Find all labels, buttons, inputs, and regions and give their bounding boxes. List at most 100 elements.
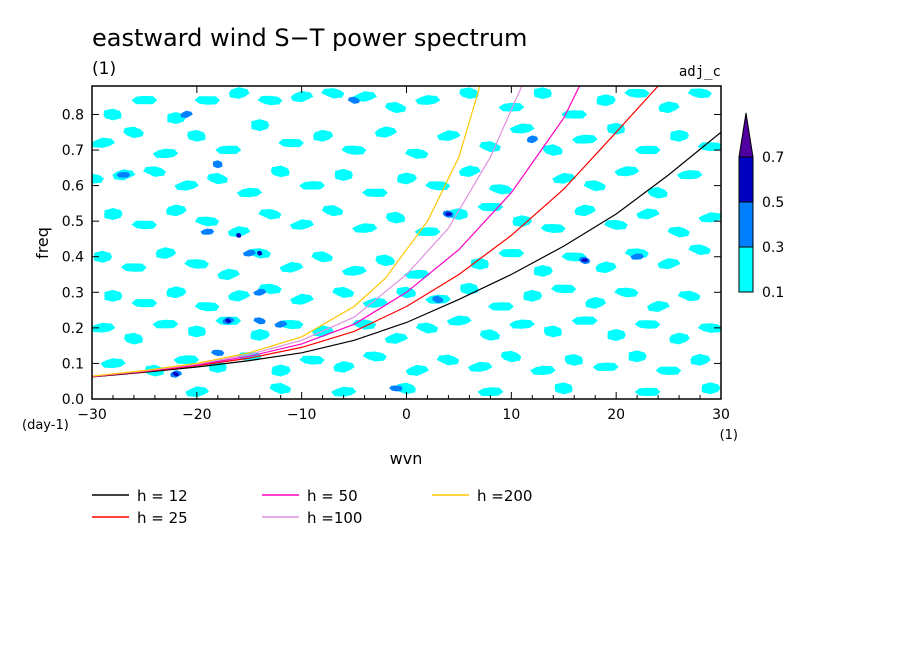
contour-patch [670,129,689,142]
contour-patch [185,386,210,398]
contour-patch [269,382,292,394]
contour-patch [194,96,220,105]
contour-patch [333,361,355,373]
contour-patch [416,322,439,334]
contour-patch [289,219,315,230]
contour-patch [550,284,577,294]
x-tick-label: −20 [182,407,212,423]
contour-patch [352,91,377,102]
contour-patch [581,258,589,262]
contour-patch [460,282,479,295]
contour-patch [174,180,199,191]
contour-patch [444,212,452,216]
y-tick-label: 0.3 [62,285,84,301]
contour-patch [131,299,158,308]
contour-patch [187,129,206,142]
contour-patch [228,290,251,302]
contour-patch [242,249,256,257]
y-tick-label: 0.8 [62,107,84,123]
contour-patch [124,332,143,345]
contour-patch [658,101,680,114]
contour-patch [530,365,556,375]
contour-patch [533,265,553,277]
y-axis-ticks: 0.0 0.1 0.2 0.3 0.4 0.5 0.6 0.7 0.8 [62,107,721,408]
contour-patch [687,88,712,99]
contour-patch [477,387,504,397]
contour-patch [498,102,525,112]
contour-patch [375,254,395,267]
contour-patch [236,187,263,198]
contour-patch [155,247,176,259]
contour-patch [92,173,104,184]
contour-patch [104,208,123,220]
contour-patch [655,366,682,375]
contour-patch [152,148,179,159]
contour-patch [116,172,131,178]
contour-patch [121,263,147,272]
contour-patch [636,208,660,220]
y-axis-units: (day-1) [22,418,69,433]
contour-patch [253,288,267,296]
contour-patch [479,329,500,341]
contour-patch [583,180,606,192]
chart-units: (1) [92,59,116,79]
contour-patch [299,181,326,190]
contour-patch [311,251,333,263]
contour-patch [396,382,416,395]
contour-patch [270,165,290,178]
contour-patch [488,184,513,195]
contour-patch [321,88,345,99]
contour-patch [290,90,314,103]
contour-patch [123,126,144,139]
x-axis-ticks: −30 −20 −10 0 10 20 30 [77,86,730,423]
contour-patch [227,226,251,238]
contour-patch [332,286,355,298]
contour-patch [487,302,514,311]
contour-patch [564,354,583,366]
contour-patch [634,145,661,155]
colorbar: 0.1 0.3 0.5 0.7 [738,112,784,301]
contour-patch [404,269,430,279]
contour-patch [596,94,616,107]
contour-patch [347,96,360,104]
contour-patch [603,219,628,230]
contour-patch [701,382,721,395]
legend-label: h =200 [477,487,532,505]
contour-patch [574,204,596,217]
contour-patch [278,139,304,148]
contour-patch [459,87,479,99]
contour-patch [258,209,282,220]
contour-patch [250,329,270,341]
contour-patch [571,134,598,144]
contour-patch [697,323,721,333]
legend-label: h =100 [307,509,362,527]
colorbar-box [738,246,754,293]
contour-patch [322,205,344,217]
contour-patch [131,95,158,105]
contour-patch [331,386,357,397]
contour-patch [299,355,325,365]
contour-patch [540,224,566,233]
contour-patch [628,350,647,363]
contour-patch [184,259,209,269]
contour-patch [166,286,187,299]
contour-patch [509,319,535,329]
contour-patch [647,187,668,199]
contour-patch [634,320,661,329]
contour-patch [676,170,703,180]
contour-patch [647,300,670,312]
contour-patch [194,302,220,312]
x-axis-units: (1) [720,428,738,443]
contour-patch [571,316,598,325]
contour-patch [498,249,525,258]
contour-patch [143,166,166,177]
contour-patch [389,385,403,392]
x-tick-label: −30 [77,407,107,423]
contour-fills [92,87,721,398]
contour-patch [667,226,690,238]
contour-patch [279,261,304,273]
contour-patch [634,387,661,396]
contour-patch [290,293,314,305]
contour-patch [341,145,367,155]
